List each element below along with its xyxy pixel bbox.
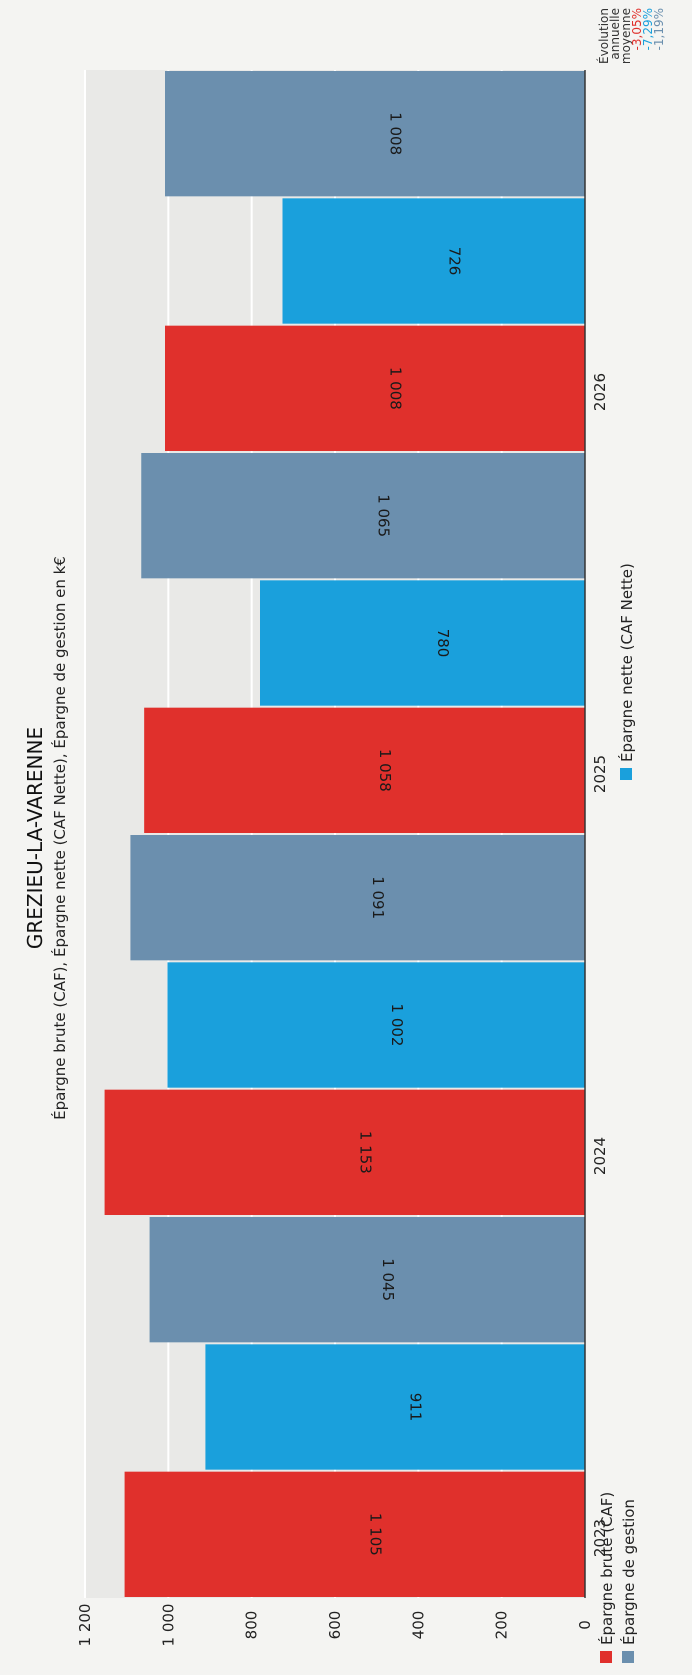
y-tick-label: 0: [576, 1620, 594, 1630]
legend-swatch: [600, 1651, 612, 1663]
evolution-annotation: Évolutionannuellemoyenne-3,05%-7,29%-1,1…: [596, 8, 666, 64]
bar-value-label: 911: [407, 1393, 425, 1422]
bar-label-group: 1 045: [379, 1258, 397, 1301]
y-tick-group: 600: [326, 1611, 344, 1640]
x-tick-label: 2024: [591, 1137, 609, 1175]
bar-value-label: 1 045: [379, 1258, 397, 1301]
x-tick-group: 2025: [591, 755, 609, 793]
evolution-line-group: -3,05%: [630, 8, 644, 50]
y-tick-label: 400: [409, 1611, 427, 1640]
evolution-title-line: annuelle: [608, 8, 622, 60]
bar: [165, 325, 585, 451]
bar-value-label: 1 008: [387, 367, 405, 410]
bar-value-label: 780: [434, 629, 452, 658]
bar-value-label: 726: [445, 247, 463, 276]
y-tick-label: 800: [243, 1611, 261, 1640]
bar-label-group: 726: [445, 247, 463, 276]
bar-value-label: 1 065: [375, 494, 393, 537]
evolution-value: -3,05%: [630, 8, 644, 50]
bar: [165, 71, 585, 197]
legend-label: Épargne brute (CAF): [597, 1492, 616, 1645]
legend-label: Épargne nette (CAF Nette): [617, 563, 636, 762]
y-tick-label: 200: [493, 1611, 511, 1640]
bar-label-group: 1 008: [387, 367, 405, 410]
y-tick-label: 1 000: [159, 1604, 177, 1647]
bar-value-label: 1 105: [366, 1513, 384, 1556]
chart-subtitle-group: Épargne brute (CAF), Épargne nette (CAF …: [50, 556, 69, 1120]
bar-label-group: 1 153: [356, 1131, 374, 1174]
evolution-title-line: moyenne: [619, 8, 633, 64]
bar-value-label: 1 002: [388, 1004, 406, 1047]
x-tick-group: 2024: [591, 1137, 609, 1175]
legend-swatch: [620, 768, 632, 780]
bars: 1 105 911 1 045 1 153 1 002 1 091 1 058 780 1 06…: [104, 71, 586, 1597]
y-tick-label: 600: [326, 1611, 344, 1640]
legend: Épargne brute (CAF) Épargne nette (CAF Ne…: [597, 563, 638, 1663]
evolution-value: -1,19%: [652, 8, 666, 50]
bar: [124, 1471, 585, 1597]
y-tick-group: 800: [243, 1611, 261, 1640]
bar-label-group: 1 065: [375, 494, 393, 537]
legend-label: Épargne de gestion: [619, 1499, 638, 1645]
bar-label-group: 1 105: [366, 1513, 384, 1556]
bar-value-label: 1 091: [369, 876, 387, 919]
legend-swatch: [622, 1651, 634, 1663]
bar: [144, 707, 585, 833]
x-tick-label: 2025: [591, 755, 609, 793]
bar-label-group: 1 058: [376, 749, 394, 792]
y-tick-group: 1 000: [159, 1604, 177, 1647]
chart-title: GREZIEU-LA-VARENNE: [23, 727, 47, 949]
x-tick-group: 2023: [591, 1519, 609, 1557]
bar: [205, 1344, 585, 1470]
evolution-value: -7,29%: [641, 8, 655, 50]
bar: [130, 835, 585, 961]
bar-value-label: 1 153: [356, 1131, 374, 1174]
evolution-line-group: moyenne: [619, 8, 633, 64]
bar: [141, 453, 585, 579]
bar: [104, 1089, 585, 1215]
y-tick-group: 400: [409, 1611, 427, 1640]
evolution-title-line: Évolution: [596, 8, 611, 64]
bar-label-group: 1 002: [388, 1004, 406, 1047]
y-tick-group: 0: [576, 1620, 594, 1630]
x-tick-label: 2023: [591, 1519, 609, 1557]
chart-subtitle: Épargne brute (CAF), Épargne nette (CAF …: [50, 556, 69, 1120]
bar: [282, 198, 585, 324]
legend-item: Épargne de gestion: [619, 1499, 638, 1663]
x-tick-label: 2026: [591, 373, 609, 411]
legend-item: Épargne brute (CAF): [597, 1492, 616, 1663]
y-tick-group: 200: [493, 1611, 511, 1640]
y-tick-label: 1 200: [76, 1604, 94, 1647]
bar: [149, 1217, 586, 1343]
bar-label-group: 1 091: [369, 876, 387, 919]
legend-item: Épargne nette (CAF Nette): [617, 563, 636, 780]
evolution-line-group: -7,29%: [641, 8, 655, 50]
bar: [260, 580, 585, 706]
bar-label-group: 780: [434, 629, 452, 658]
bar-label-group: 911: [407, 1393, 425, 1422]
x-tick-group: 2026: [591, 373, 609, 411]
axes: 0 200 400 600 800 1 000 1 200 2023 2024 2025 2026: [76, 70, 609, 1646]
bar: [167, 962, 585, 1088]
y-tick-group: 1 200: [76, 1604, 94, 1647]
bar-value-label: 1 008: [387, 112, 405, 155]
chart-title-group: GREZIEU-LA-VARENNE: [23, 727, 47, 949]
bar-label-group: 1 008: [387, 112, 405, 155]
evolution-line-group: Évolution: [596, 8, 611, 64]
bar-value-label: 1 058: [376, 749, 394, 792]
evolution-line-group: -1,19%: [652, 8, 666, 50]
evolution-line-group: annuelle: [608, 8, 622, 60]
